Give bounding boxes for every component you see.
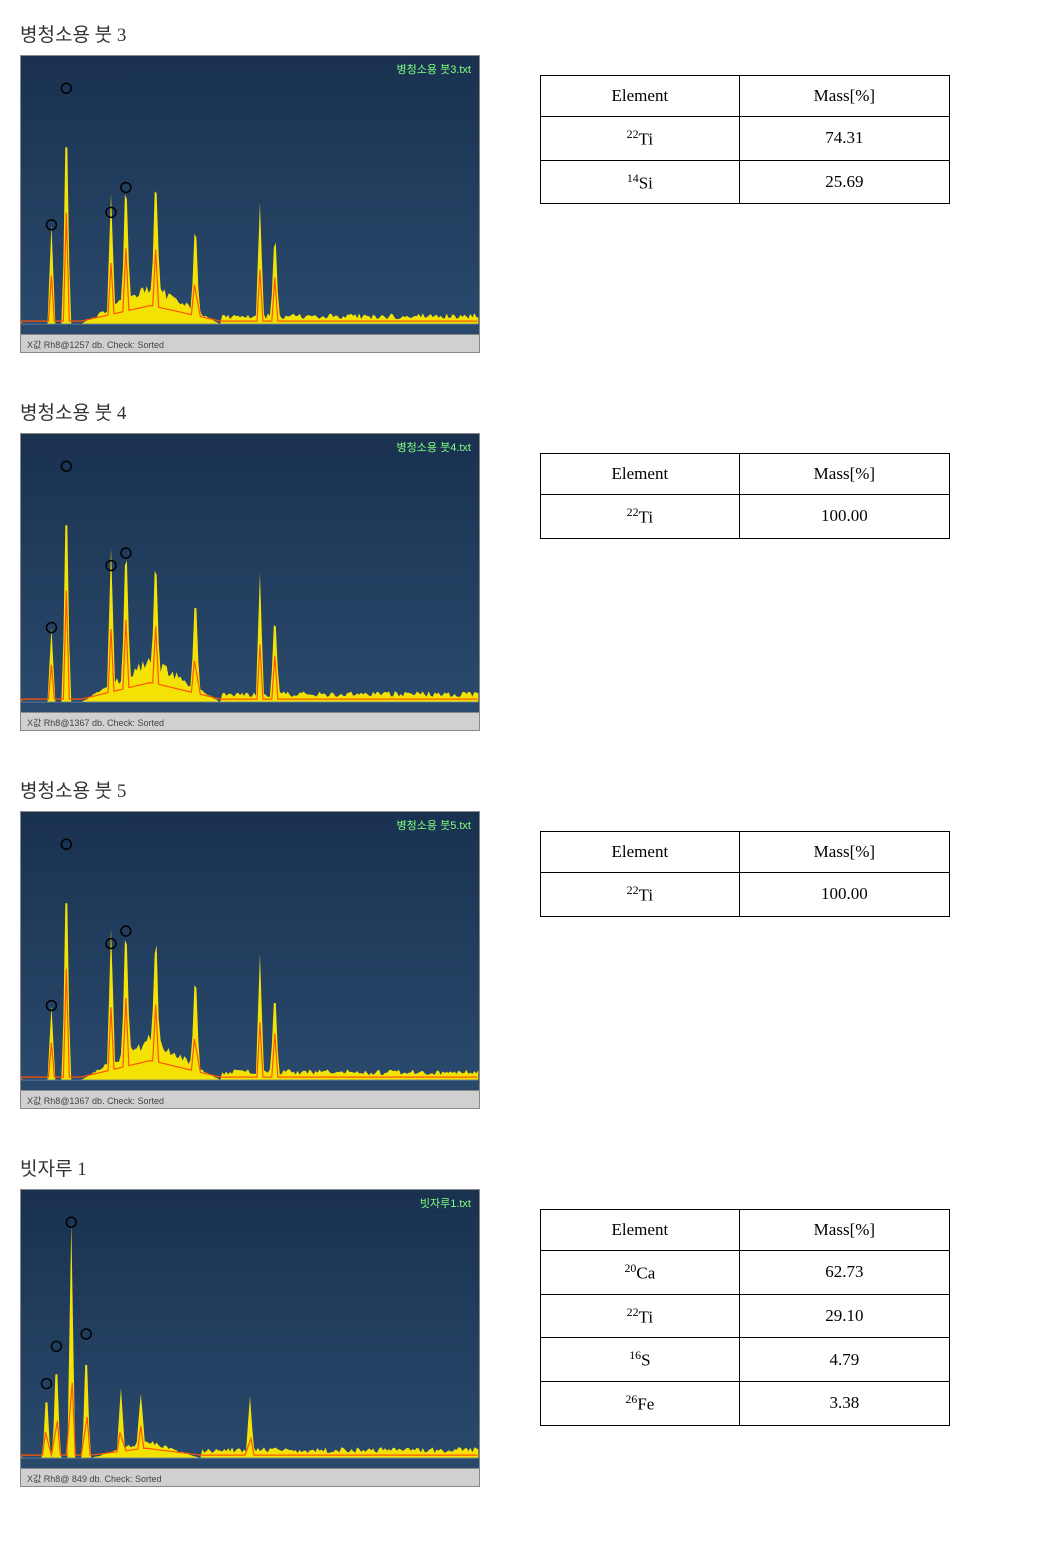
table-header-cell: Mass[%] [739, 454, 949, 495]
spectrum-svg [21, 434, 479, 712]
table-row: 22Ti29.10 [541, 1294, 950, 1338]
atomic-number: 22 [627, 505, 639, 519]
atomic-number: 20 [624, 1261, 636, 1275]
spectrum-chart: 빗자루1.txt [20, 1189, 480, 1469]
section-row: 병청소용 붓4.txt X값 Rh8@1367 db. Check: Sorte… [20, 433, 1044, 731]
atomic-number: 22 [627, 1305, 639, 1319]
spectrum-label: 병청소용 붓3.txt [397, 61, 471, 77]
chart-container: 병청소용 붓5.txt X값 Rh8@1367 db. Check: Sorte… [20, 811, 480, 1109]
table-header-cell: Element [541, 76, 740, 117]
analysis-section: 병청소용 붓 3 병청소용 붓3.txt X값 Rh8@1257 db. Chec… [20, 20, 1044, 353]
spectrum-svg [21, 812, 479, 1090]
chart-axis-info: X값 Rh8@1367 db. Check: Sorted [20, 1091, 480, 1109]
element-mass-table: ElementMass[%]22Ti74.3114Si25.69 [540, 75, 950, 204]
chart-container: 병청소용 붓4.txt X값 Rh8@1367 db. Check: Sorte… [20, 433, 480, 731]
spectrum-chart: 병청소용 붓5.txt [20, 811, 480, 1091]
spectrum-svg [21, 1190, 479, 1468]
mass-cell: 100.00 [739, 495, 949, 539]
mass-cell: 4.79 [739, 1338, 949, 1382]
section-title: 병청소용 붓 3 [20, 20, 1044, 47]
mass-cell: 100.00 [739, 873, 949, 917]
element-cell: 20Ca [541, 1251, 740, 1295]
table-row: 22Ti100.00 [541, 495, 950, 539]
element-cell: 22Ti [541, 873, 740, 917]
table-header-cell: Mass[%] [739, 76, 949, 117]
element-cell: 22Ti [541, 495, 740, 539]
atomic-number: 26 [625, 1392, 637, 1406]
table-row: 26Fe3.38 [541, 1381, 950, 1425]
section-row: 병청소용 붓3.txt X값 Rh8@1257 db. Check: Sorte… [20, 55, 1044, 353]
table-header-row: ElementMass[%] [541, 76, 950, 117]
table-header-cell: Element [541, 454, 740, 495]
chart-axis-info: X값 Rh8@1257 db. Check: Sorted [20, 335, 480, 353]
element-cell: 22Ti [541, 117, 740, 161]
table-header-row: ElementMass[%] [541, 1210, 950, 1251]
element-mass-table: ElementMass[%]22Ti100.00 [540, 831, 950, 917]
mass-cell: 74.31 [739, 117, 949, 161]
mass-cell: 25.69 [739, 160, 949, 204]
element-symbol: Fe [637, 1395, 654, 1414]
analysis-section: 빗자루 1 빗자루1.txt X값 Rh8@ 849 db. Check: Sor… [20, 1154, 1044, 1487]
table-row: 20Ca62.73 [541, 1251, 950, 1295]
analysis-section: 병청소용 붓 5 병청소용 붓5.txt X값 Rh8@1367 db. Chec… [20, 776, 1044, 1109]
table-row: 22Ti74.31 [541, 117, 950, 161]
section-row: 빗자루1.txt X값 Rh8@ 849 db. Check: Sorted El… [20, 1189, 1044, 1487]
element-symbol: Ti [639, 886, 654, 905]
table-row: 14Si25.69 [541, 160, 950, 204]
element-mass-table: ElementMass[%]20Ca62.7322Ti29.1016S4.792… [540, 1209, 950, 1426]
mass-cell: 3.38 [739, 1381, 949, 1425]
section-title: 빗자루 1 [20, 1154, 1044, 1181]
section-title: 병청소용 붓 4 [20, 398, 1044, 425]
mass-cell: 29.10 [739, 1294, 949, 1338]
table-header-cell: Element [541, 1210, 740, 1251]
table-header-row: ElementMass[%] [541, 832, 950, 873]
chart-container: 병청소용 붓3.txt X값 Rh8@1257 db. Check: Sorte… [20, 55, 480, 353]
table-header-row: ElementMass[%] [541, 454, 950, 495]
table-header-cell: Mass[%] [739, 832, 949, 873]
element-cell: 14Si [541, 160, 740, 204]
element-cell: 22Ti [541, 1294, 740, 1338]
section-title: 병청소용 붓 5 [20, 776, 1044, 803]
table-header-cell: Mass[%] [739, 1210, 949, 1251]
atomic-number: 22 [627, 127, 639, 141]
spectrum-label: 빗자루1.txt [420, 1195, 471, 1211]
atomic-number: 22 [627, 883, 639, 897]
element-cell: 16S [541, 1338, 740, 1382]
element-symbol: Si [639, 173, 653, 192]
element-symbol: Ca [636, 1264, 655, 1283]
analysis-section: 병청소용 붓 4 병청소용 붓4.txt X값 Rh8@1367 db. Chec… [20, 398, 1044, 731]
spectrum-chart: 병청소용 붓4.txt [20, 433, 480, 713]
atomic-number: 14 [627, 171, 639, 185]
element-cell: 26Fe [541, 1381, 740, 1425]
chart-axis-info: X값 Rh8@1367 db. Check: Sorted [20, 713, 480, 731]
spectrum-label: 병청소용 붓5.txt [397, 817, 471, 833]
spectrum-svg [21, 56, 479, 334]
table-row: 16S4.79 [541, 1338, 950, 1382]
mass-cell: 62.73 [739, 1251, 949, 1295]
section-row: 병청소용 붓5.txt X값 Rh8@1367 db. Check: Sorte… [20, 811, 1044, 1109]
chart-container: 빗자루1.txt X값 Rh8@ 849 db. Check: Sorted [20, 1189, 480, 1487]
element-symbol: Ti [639, 1307, 654, 1326]
spectrum-chart: 병청소용 붓3.txt [20, 55, 480, 335]
atomic-number: 16 [629, 1348, 641, 1362]
spectrum-label: 병청소용 붓4.txt [397, 439, 471, 455]
chart-axis-info: X값 Rh8@ 849 db. Check: Sorted [20, 1469, 480, 1487]
element-symbol: S [641, 1351, 650, 1370]
element-symbol: Ti [639, 130, 654, 149]
element-symbol: Ti [639, 508, 654, 527]
table-header-cell: Element [541, 832, 740, 873]
table-row: 22Ti100.00 [541, 873, 950, 917]
element-mass-table: ElementMass[%]22Ti100.00 [540, 453, 950, 539]
